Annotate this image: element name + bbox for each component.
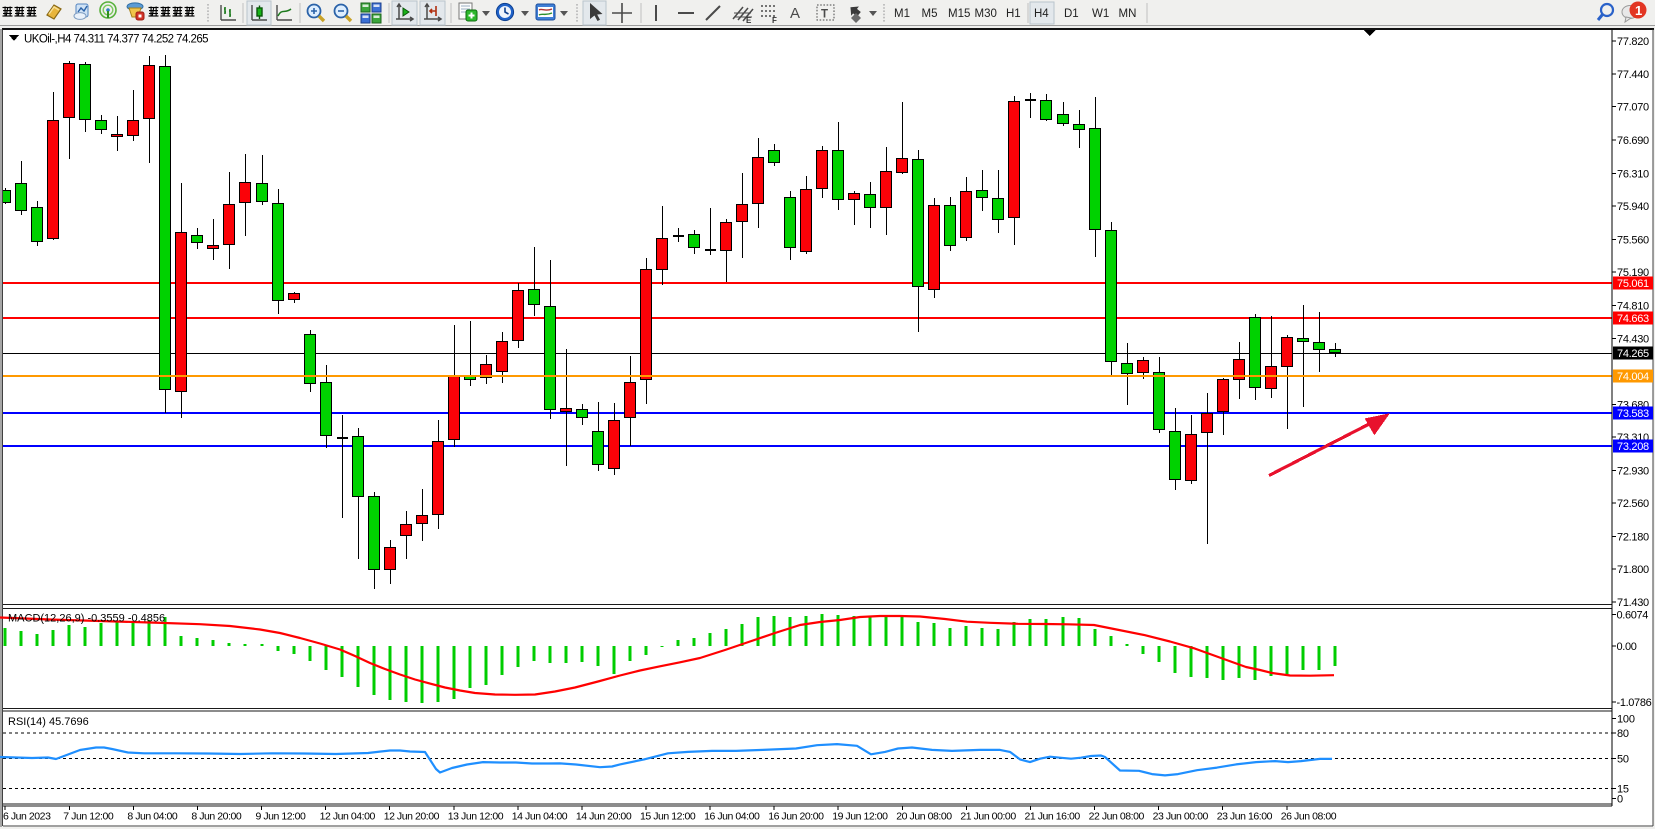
svg-text:80: 80 <box>1617 728 1629 740</box>
svg-text:15 Jun 12:00: 15 Jun 12:00 <box>640 811 696 823</box>
svg-text:100: 100 <box>1617 714 1635 726</box>
svg-text:74.810: 74.810 <box>1617 300 1649 312</box>
svg-text:76.310: 76.310 <box>1617 169 1649 181</box>
svg-text:23 Jun 00:00: 23 Jun 00:00 <box>1153 811 1209 823</box>
svg-text:6 Jun 2023: 6 Jun 2023 <box>3 811 51 823</box>
svg-text:T: T <box>821 9 828 21</box>
svg-text:14 Jun 20:00: 14 Jun 20:00 <box>576 811 632 823</box>
svg-text:50: 50 <box>1617 754 1629 766</box>
svg-text:20 Jun 08:00: 20 Jun 08:00 <box>896 811 952 823</box>
svg-text:75.560: 75.560 <box>1617 234 1649 246</box>
svg-text:8 Jun 20:00: 8 Jun 20:00 <box>191 811 242 823</box>
svg-text:74.265: 74.265 <box>1617 348 1649 360</box>
svg-text:F: F <box>772 16 777 25</box>
svg-text:21 Jun 00:00: 21 Jun 00:00 <box>960 811 1016 823</box>
svg-text:M30: M30 <box>975 8 997 20</box>
svg-text:9 Jun 12:00: 9 Jun 12:00 <box>256 811 307 823</box>
svg-text:75.190: 75.190 <box>1617 267 1649 279</box>
svg-text:22 Jun 08:00: 22 Jun 08:00 <box>1089 811 1145 823</box>
svg-text:72.930: 72.930 <box>1617 466 1649 478</box>
svg-text:13 Jun 12:00: 13 Jun 12:00 <box>448 811 504 823</box>
svg-text:16 Jun 04:00: 16 Jun 04:00 <box>704 811 760 823</box>
svg-text:M5: M5 <box>922 8 938 20</box>
svg-text:0.6074: 0.6074 <box>1617 609 1649 621</box>
svg-text:74.663: 74.663 <box>1617 313 1649 325</box>
svg-text:-1.0786: -1.0786 <box>1617 697 1652 709</box>
svg-text:UKOil-,H4 74.311 74.377 74.25: UKOil-,H4 74.311 74.377 74.252 74.265 <box>24 34 208 46</box>
svg-text:72.180: 72.180 <box>1617 531 1649 543</box>
svg-text:8 Jun 04:00: 8 Jun 04:00 <box>127 811 178 823</box>
svg-text:MN: MN <box>1119 8 1137 20</box>
svg-text:73.208: 73.208 <box>1617 441 1649 453</box>
svg-text:19 Jun 12:00: 19 Jun 12:00 <box>832 811 888 823</box>
svg-text:H4: H4 <box>1034 8 1049 20</box>
svg-text:1: 1 <box>1635 3 1642 18</box>
svg-text:W1: W1 <box>1092 8 1109 20</box>
svg-text:71.800: 71.800 <box>1617 564 1649 576</box>
svg-text:15: 15 <box>1617 784 1629 796</box>
svg-text:7 Jun 12:00: 7 Jun 12:00 <box>63 811 114 823</box>
svg-text:72.560: 72.560 <box>1617 498 1649 510</box>
svg-text:74.430: 74.430 <box>1617 334 1649 346</box>
svg-text:0.00: 0.00 <box>1617 641 1637 653</box>
svg-text:77.440: 77.440 <box>1617 69 1649 81</box>
svg-text:12 Jun 20:00: 12 Jun 20:00 <box>384 811 440 823</box>
svg-text:14 Jun 04:00: 14 Jun 04:00 <box>512 811 568 823</box>
svg-text:D1: D1 <box>1064 8 1079 20</box>
svg-text:73.583: 73.583 <box>1617 408 1649 420</box>
svg-text:MACD(12,26,9) -0.3559 -0.4856: MACD(12,26,9) -0.3559 -0.4856 <box>8 613 165 625</box>
svg-text:M1: M1 <box>894 8 910 20</box>
svg-text:75.061: 75.061 <box>1617 278 1649 290</box>
svg-text:A: A <box>790 5 800 22</box>
svg-text:M15: M15 <box>948 8 970 20</box>
svg-text:23 Jun 16:00: 23 Jun 16:00 <box>1217 811 1273 823</box>
svg-text:75.940: 75.940 <box>1617 201 1649 213</box>
svg-text:74.004: 74.004 <box>1617 371 1649 383</box>
svg-text:77.070: 77.070 <box>1617 102 1649 114</box>
svg-text:RSI(14) 45.7696: RSI(14) 45.7696 <box>8 716 89 728</box>
svg-text:76.690: 76.690 <box>1617 135 1649 147</box>
svg-text:H1: H1 <box>1006 8 1021 20</box>
svg-text:12 Jun 04:00: 12 Jun 04:00 <box>320 811 376 823</box>
svg-text:E: E <box>746 16 752 25</box>
svg-text:77.820: 77.820 <box>1617 36 1649 48</box>
svg-text:26 Jun 08:00: 26 Jun 08:00 <box>1281 811 1337 823</box>
svg-text:16 Jun 20:00: 16 Jun 20:00 <box>768 811 824 823</box>
svg-text:21 Jun 16:00: 21 Jun 16:00 <box>1025 811 1081 823</box>
svg-text:0: 0 <box>1617 794 1623 806</box>
svg-text:71.430: 71.430 <box>1617 597 1649 609</box>
